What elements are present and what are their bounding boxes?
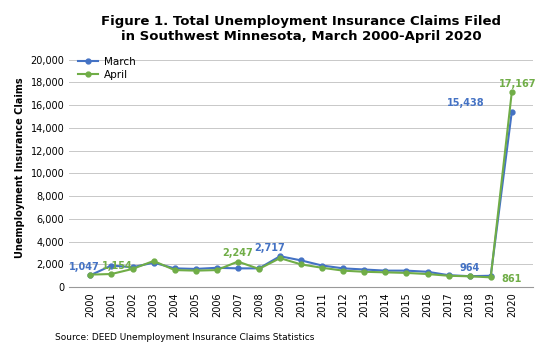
- April: [276, 256, 283, 260]
- March: [298, 258, 304, 262]
- March: [108, 263, 115, 267]
- April: [445, 274, 452, 278]
- April: [87, 273, 93, 277]
- March: [276, 254, 283, 258]
- April: [255, 267, 262, 271]
- Text: 1,047: 1,047: [69, 262, 100, 272]
- April: [361, 270, 368, 274]
- Line: March: March: [88, 109, 514, 279]
- April: [340, 268, 347, 273]
- April: [403, 271, 410, 275]
- Text: 861: 861: [502, 274, 522, 284]
- March: [424, 270, 431, 274]
- April: [171, 268, 178, 272]
- March: [234, 266, 241, 271]
- March: [213, 266, 220, 270]
- Text: 2,717: 2,717: [254, 243, 285, 253]
- April: [382, 270, 389, 274]
- Text: 1,154: 1,154: [102, 261, 133, 271]
- April: [466, 274, 473, 278]
- March: [255, 266, 262, 271]
- Text: 2,247: 2,247: [222, 248, 253, 258]
- Text: 15,438: 15,438: [447, 98, 484, 108]
- March: [171, 266, 178, 271]
- March: [361, 267, 368, 272]
- Text: Source: DEED Unemployment Insurance Claims Statistics: Source: DEED Unemployment Insurance Clai…: [55, 333, 315, 342]
- April: [192, 268, 199, 273]
- March: [382, 268, 389, 273]
- March: [509, 109, 515, 114]
- April: [424, 272, 431, 276]
- Text: 17,167: 17,167: [499, 79, 537, 89]
- Y-axis label: Unemployment Insurance Claims: Unemployment Insurance Claims: [15, 77, 25, 258]
- April: [150, 259, 157, 263]
- March: [340, 266, 347, 271]
- April: [213, 268, 220, 272]
- April: [108, 272, 115, 276]
- Text: 964: 964: [460, 263, 480, 273]
- March: [319, 263, 326, 267]
- March: [403, 268, 410, 273]
- April: [487, 275, 494, 279]
- March: [129, 265, 136, 269]
- Legend: March, April: March, April: [75, 54, 139, 83]
- Title: Figure 1. Total Unemployment Insurance Claims Filed
in Southwest Minnesota, Marc: Figure 1. Total Unemployment Insurance C…: [101, 15, 501, 43]
- April: [319, 266, 326, 270]
- March: [445, 273, 452, 277]
- March: [192, 267, 199, 271]
- April: [129, 267, 136, 271]
- April: [298, 262, 304, 266]
- April: [509, 90, 515, 94]
- March: [487, 274, 494, 278]
- March: [87, 273, 93, 277]
- March: [466, 274, 473, 278]
- March: [150, 261, 157, 265]
- Line: April: April: [88, 90, 514, 280]
- April: [234, 260, 241, 264]
